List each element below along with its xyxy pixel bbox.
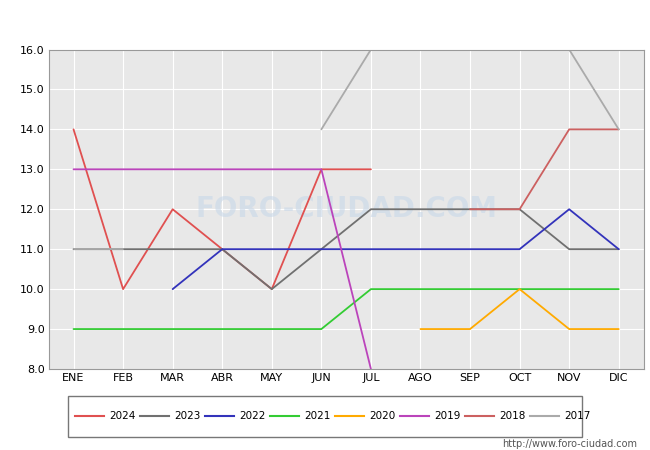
Text: 2021: 2021 xyxy=(304,411,331,421)
Text: 2022: 2022 xyxy=(239,411,266,421)
FancyBboxPatch shape xyxy=(68,396,582,436)
Text: 2020: 2020 xyxy=(369,411,395,421)
Text: 2018: 2018 xyxy=(499,411,526,421)
Text: FORO-CIUDAD.COM: FORO-CIUDAD.COM xyxy=(195,195,497,223)
Text: 2023: 2023 xyxy=(174,411,201,421)
Text: http://www.foro-ciudad.com: http://www.foro-ciudad.com xyxy=(502,439,637,449)
Text: 2024: 2024 xyxy=(109,411,136,421)
Text: 2017: 2017 xyxy=(564,411,591,421)
Text: 2019: 2019 xyxy=(434,411,461,421)
Text: Afiliados en Navajún a 31/5/2024: Afiliados en Navajún a 31/5/2024 xyxy=(187,11,463,30)
